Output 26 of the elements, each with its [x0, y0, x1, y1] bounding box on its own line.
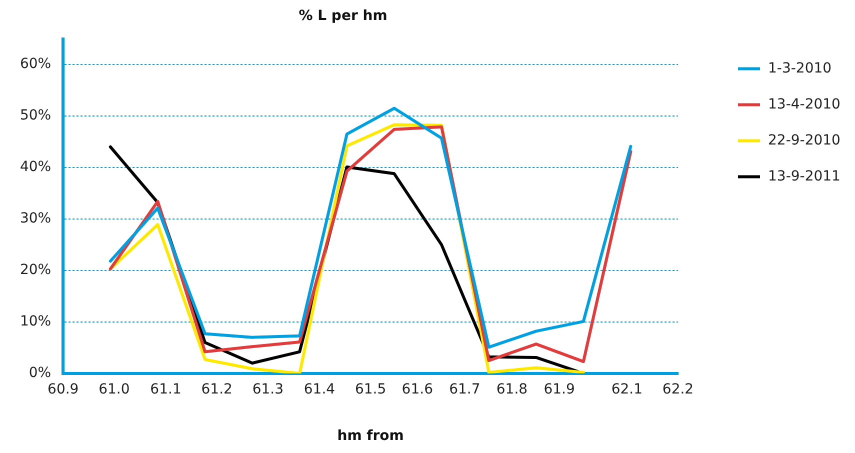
x-tick-label: 61.6: [402, 381, 434, 398]
y-tick-label: 10%: [20, 314, 52, 330]
x-tick-label: 62.1: [611, 381, 643, 398]
legend-label: 13-4-2010: [768, 96, 840, 112]
x-tick-label: 61.2: [201, 381, 232, 398]
y-tick-label: 20%: [20, 262, 52, 278]
x-tick-label: 61.8: [496, 381, 528, 398]
chart-title: % L per hm: [298, 8, 388, 24]
y-tick-label: 50%: [20, 108, 52, 124]
y-tick-label: 60%: [20, 56, 52, 72]
legend-label: 1-3-2010: [768, 60, 832, 76]
y-tick-label: 30%: [20, 210, 52, 227]
y-tick-label: 40%: [20, 159, 52, 176]
x-tick-label: 61.7: [449, 381, 480, 398]
x-tick-label: 61.5: [354, 381, 386, 398]
y-tick-label: 0%: [28, 365, 52, 382]
x-tick-label: 61.9: [544, 381, 575, 398]
x-tick-label: 61.3: [252, 381, 284, 398]
x-tick-label: 61.0: [98, 381, 130, 398]
x-tick-label: 61.1: [150, 381, 182, 398]
legend-label: 13-9-2011: [768, 168, 840, 184]
x-tick-label: 61.4: [304, 381, 336, 398]
x-tick-label: 62.2: [662, 381, 694, 398]
x-tick-label: 60.9: [48, 381, 79, 398]
x-axis-title: hm from: [337, 428, 404, 444]
legend-label: 22-9-2010: [768, 132, 840, 148]
